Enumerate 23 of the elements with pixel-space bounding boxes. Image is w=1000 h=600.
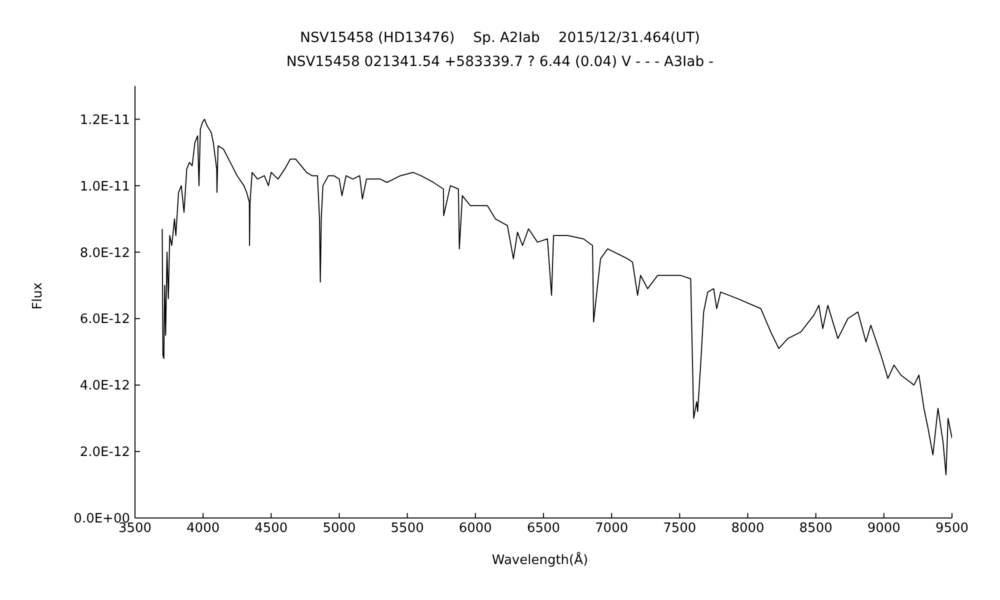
x-tick-label: 7000	[595, 521, 628, 536]
x-tick-label: 7500	[663, 521, 696, 536]
x-axis-title: Wavelength(Å)	[490, 553, 590, 568]
y-tick-label: 2.0E-12	[80, 445, 130, 460]
x-tick-label: 4500	[254, 521, 288, 536]
x-tick-label: 9500	[935, 521, 969, 536]
y-tick-label: 6.0E-12	[80, 312, 130, 328]
y-tick-label: 8.0E-12	[80, 246, 130, 261]
y-tick-label: 1.0E-11	[80, 179, 130, 194]
y-tick-label: 1.2E-11	[80, 112, 130, 128]
x-tick-label: 6000	[458, 521, 492, 536]
chart-title: NSV15458 (HD13476) Sp. A2Iab 2015/12/31.464(UT)	[299, 29, 701, 48]
x-tick-label: 9000	[867, 521, 900, 536]
y-axis-title: Flux	[30, 282, 46, 310]
x-tick-label: 6500	[526, 521, 560, 536]
x-tick-label: 8500	[799, 521, 832, 536]
x-tick-label: 5000	[322, 521, 356, 536]
x-tick-label: 5500	[390, 521, 424, 536]
x-tick-label: 8000	[731, 521, 764, 536]
chart-subtitle: NSV15458 021341.54 +583339.7 ? 6.44 (0.04) V - - - A3Iab -	[285, 53, 715, 72]
y-tick-label: 4.0E-12	[80, 378, 130, 394]
line-series	[162, 118, 952, 476]
x-tick-label: 4000	[186, 521, 220, 536]
